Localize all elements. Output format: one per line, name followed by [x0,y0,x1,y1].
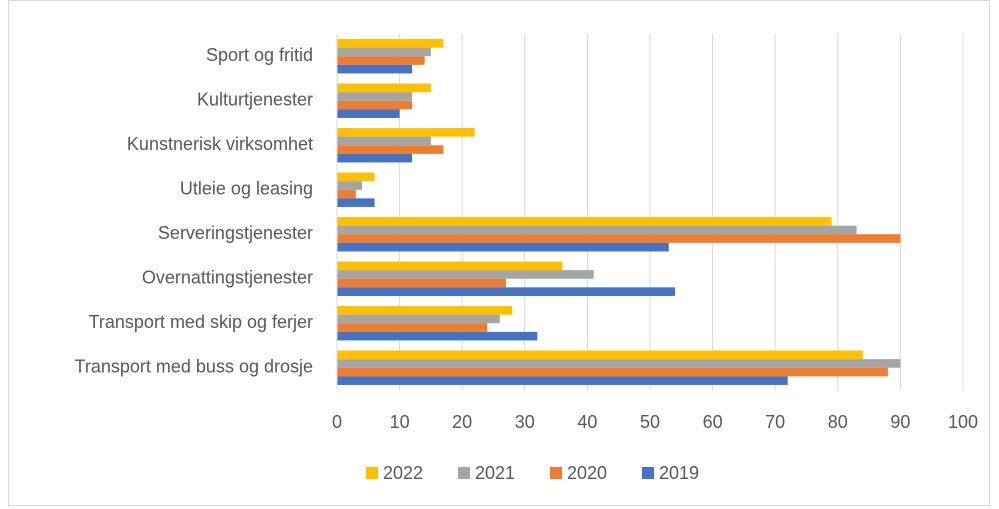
legend-label: 2022 [383,463,423,483]
x-tick-label: 30 [515,412,535,432]
legend-label: 2020 [567,463,607,483]
bar [337,270,594,279]
legend-label: 2021 [475,463,515,483]
legend-swatch [458,467,470,479]
bar [337,234,901,243]
bar [337,376,788,385]
legend-swatch [642,467,654,479]
bar [337,136,431,146]
bar [337,153,413,163]
x-tick-label: 0 [332,412,342,432]
x-tick-label: 20 [452,412,472,432]
bar [337,172,375,182]
bar [337,217,832,226]
bar [337,181,363,190]
bar [337,56,425,65]
bar [337,128,475,137]
bar [337,278,507,288]
y-tick-label: Overnattingstjenester [142,268,313,288]
bar [337,314,500,324]
x-tick-label: 10 [390,412,410,432]
x-tick-label: 60 [703,412,723,432]
legend-swatch [550,467,562,479]
x-tick-label: 70 [765,412,785,432]
bar [337,92,413,101]
bar [337,350,863,360]
bar [337,64,413,74]
bar [337,39,444,48]
bar [337,242,669,252]
bar [337,198,375,207]
bar [337,261,563,271]
legend-swatch [366,467,378,479]
bar [337,83,431,93]
x-tick-label: 90 [890,412,910,432]
bar [337,100,413,110]
y-tick-label: Utleie og leasing [180,179,313,199]
x-tick-label: 80 [828,412,848,432]
x-tick-label: 100 [948,412,978,432]
bar [337,287,676,296]
bar [337,109,400,118]
bar [337,331,538,341]
bar [337,145,444,154]
x-tick-label: 50 [640,412,660,432]
x-tick-label: 40 [577,412,597,432]
y-tick-label: Serveringstjenester [158,223,313,243]
legend-label: 2019 [659,463,699,483]
bar [337,367,888,377]
bar [337,225,857,235]
chart-border [8,0,990,506]
y-tick-label: Kulturtjenester [197,90,313,110]
bar [337,189,356,199]
bar [337,47,431,57]
bar [337,306,513,315]
bar [337,323,488,332]
bar [337,359,901,368]
y-tick-label: Kunstnerisk virksomhet [127,134,313,154]
y-tick-label: Transport med skip og ferjer [89,312,313,332]
y-tick-label: Transport med buss og drosje [75,357,313,377]
y-tick-label: Sport og fritid [206,45,313,65]
